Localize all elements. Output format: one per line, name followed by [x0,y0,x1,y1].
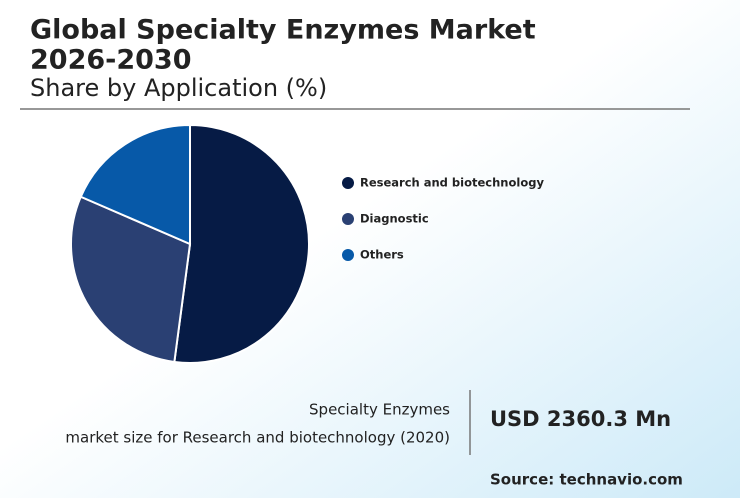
pie-slice [70,195,192,364]
callout-label: market size for Research and biotechnolo… [65,429,450,447]
legend-marker [342,249,354,261]
legend-marker [342,213,354,225]
source: Source: technavio.com [490,471,683,489]
chart-title: Global Specialty Enzymes Market [30,15,536,46]
legend-label: Research and biotechnology [360,176,544,190]
chart-title: 2026-2030 [30,45,192,76]
pie-slice [173,123,310,364]
callout-label: Specialty Enzymes [309,401,450,419]
legend-label: Others [360,248,404,262]
legend-label: Diagnostic [360,212,429,226]
legend-marker [342,177,354,189]
pie-slice [79,123,191,246]
chart-subtitle: Share by Application (%) [30,74,327,102]
callout-value: USD 2360.3 Mn [490,407,671,431]
